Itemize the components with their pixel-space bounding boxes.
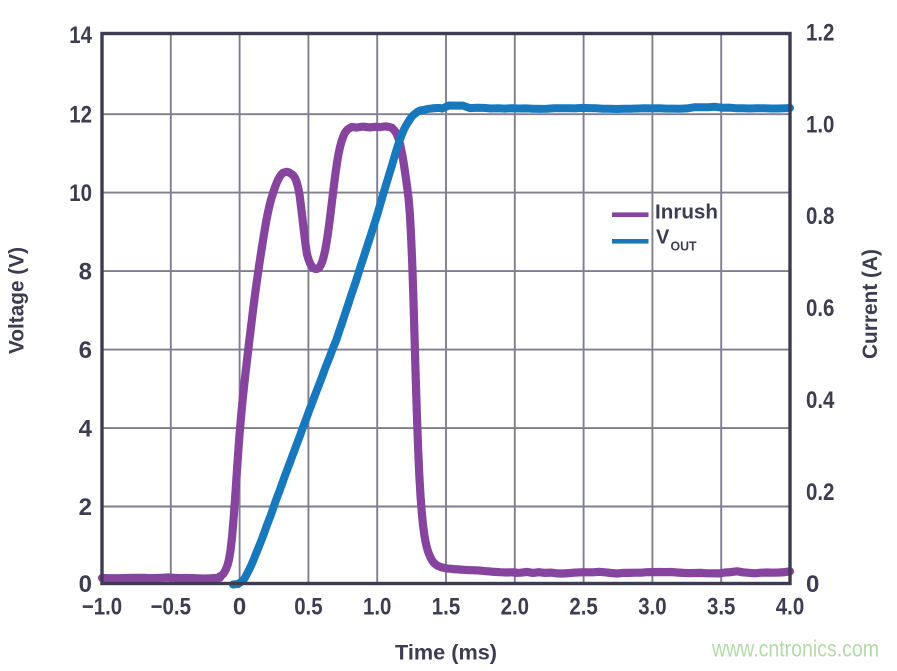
svg-text:www.cntronics.com: www.cntronics.com [711, 636, 879, 662]
svg-text:0.6: 0.6 [806, 295, 834, 322]
svg-text:12: 12 [69, 102, 92, 129]
svg-text:0: 0 [233, 594, 246, 621]
svg-text:14: 14 [69, 22, 92, 49]
svg-text:4: 4 [79, 415, 93, 442]
svg-text:0.8: 0.8 [806, 203, 834, 230]
svg-text:4.0: 4.0 [776, 594, 804, 621]
svg-text:2.5: 2.5 [569, 594, 597, 621]
svg-text:8: 8 [79, 258, 92, 285]
svg-text:0.2: 0.2 [806, 479, 834, 506]
svg-text:3.5: 3.5 [707, 594, 735, 621]
svg-text:−0.5: −0.5 [151, 594, 191, 621]
svg-text:0: 0 [79, 571, 92, 598]
svg-text:−1.0: −1.0 [82, 594, 122, 621]
svg-text:Current (A): Current (A) [858, 249, 882, 359]
svg-text:1.2: 1.2 [806, 19, 834, 46]
svg-text:1.0: 1.0 [363, 594, 391, 621]
svg-text:2.0: 2.0 [501, 594, 529, 621]
svg-text:Time (ms): Time (ms) [395, 641, 497, 665]
svg-text:0.4: 0.4 [806, 387, 835, 414]
svg-text:Voltage (V): Voltage (V) [5, 247, 29, 354]
svg-text:1.5: 1.5 [432, 594, 460, 621]
svg-text:10: 10 [69, 180, 92, 207]
svg-text:3.0: 3.0 [638, 594, 666, 621]
svg-text:6: 6 [79, 337, 92, 364]
svg-text:V: V [656, 227, 670, 249]
svg-text:2: 2 [79, 494, 92, 521]
svg-text:OUT: OUT [671, 240, 697, 254]
svg-text:0.5: 0.5 [294, 594, 322, 621]
svg-text:1.0: 1.0 [806, 111, 834, 138]
svg-text:Inrush: Inrush [655, 202, 718, 224]
svg-text:0: 0 [806, 571, 819, 598]
